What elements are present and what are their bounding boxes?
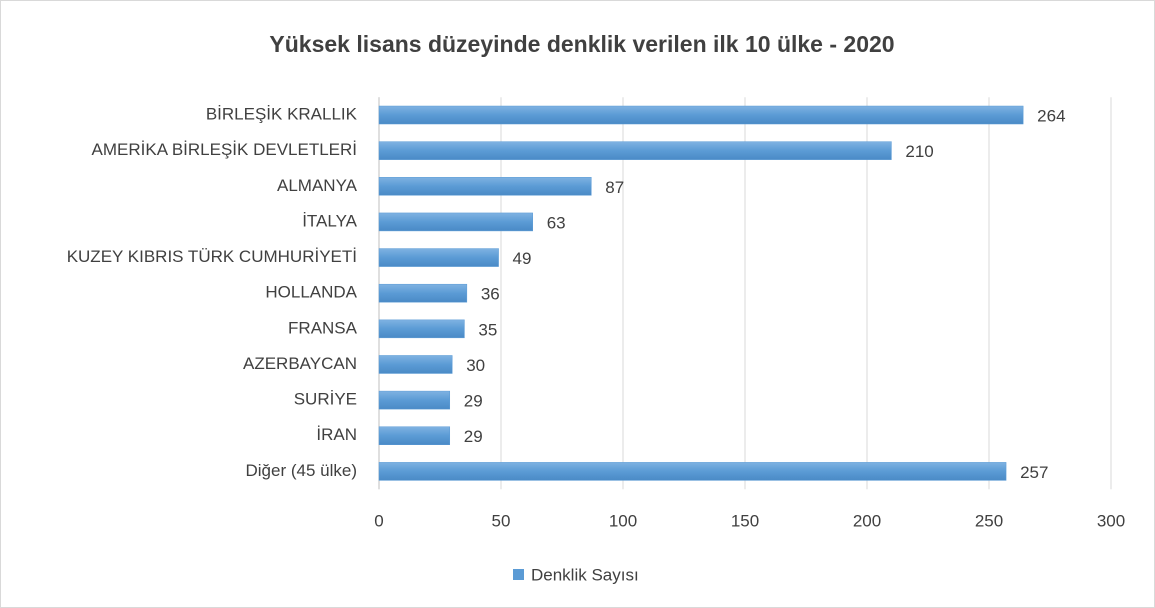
bar bbox=[378, 177, 592, 196]
y-tick-label: HOLLANDA bbox=[265, 283, 357, 302]
x-tick-label: 300 bbox=[1097, 511, 1125, 530]
y-tick-label: FRANSA bbox=[288, 318, 358, 337]
bar bbox=[378, 426, 451, 445]
legend-swatch bbox=[513, 569, 524, 580]
x-tick-label: 200 bbox=[853, 511, 881, 530]
bar bbox=[378, 319, 465, 339]
data-label: 35 bbox=[478, 320, 497, 339]
y-tick-label: İRAN bbox=[316, 425, 357, 444]
data-label: 210 bbox=[905, 142, 933, 161]
y-tick-label: AZERBAYCAN bbox=[243, 354, 357, 373]
y-tick-label: ALMANYA bbox=[277, 176, 358, 195]
y-tick-label: SURİYE bbox=[294, 390, 357, 409]
data-label: 30 bbox=[466, 356, 485, 375]
data-label: 49 bbox=[513, 249, 532, 268]
y-tick-label: KUZEY KIBRIS TÜRK CUMHURİYETİ bbox=[67, 247, 357, 266]
bar bbox=[378, 248, 499, 267]
bar bbox=[378, 355, 453, 374]
bar bbox=[378, 390, 451, 410]
bar bbox=[378, 283, 468, 303]
y-tick-label: AMERİKA BİRLEŞİK DEVLETLERİ bbox=[92, 140, 357, 159]
bar bbox=[378, 462, 1007, 481]
y-tick-label: BİRLEŞİK KRALLIK bbox=[206, 105, 358, 124]
y-tick-label: Diğer (45 ülke) bbox=[246, 461, 358, 480]
data-label: 36 bbox=[481, 285, 500, 304]
x-tick-label: 250 bbox=[975, 511, 1003, 530]
chart-title: Yüksek lisans düzeyinde denklik verilen … bbox=[269, 31, 894, 57]
data-label: 257 bbox=[1020, 463, 1048, 482]
y-tick-label: İTALYA bbox=[302, 211, 357, 230]
bar bbox=[378, 141, 892, 160]
legend-label: Denklik Sayısı bbox=[531, 565, 639, 584]
bar bbox=[378, 105, 1024, 125]
x-tick-label: 150 bbox=[731, 511, 759, 530]
data-label: 29 bbox=[464, 392, 483, 411]
x-tick-label: 100 bbox=[609, 511, 637, 530]
x-tick-label: 0 bbox=[374, 511, 383, 530]
bar bbox=[378, 212, 533, 232]
x-tick-label: 50 bbox=[492, 511, 511, 530]
data-label: 87 bbox=[605, 178, 624, 197]
data-label: 63 bbox=[547, 213, 566, 232]
data-label: 264 bbox=[1037, 107, 1065, 126]
data-label: 29 bbox=[464, 427, 483, 446]
